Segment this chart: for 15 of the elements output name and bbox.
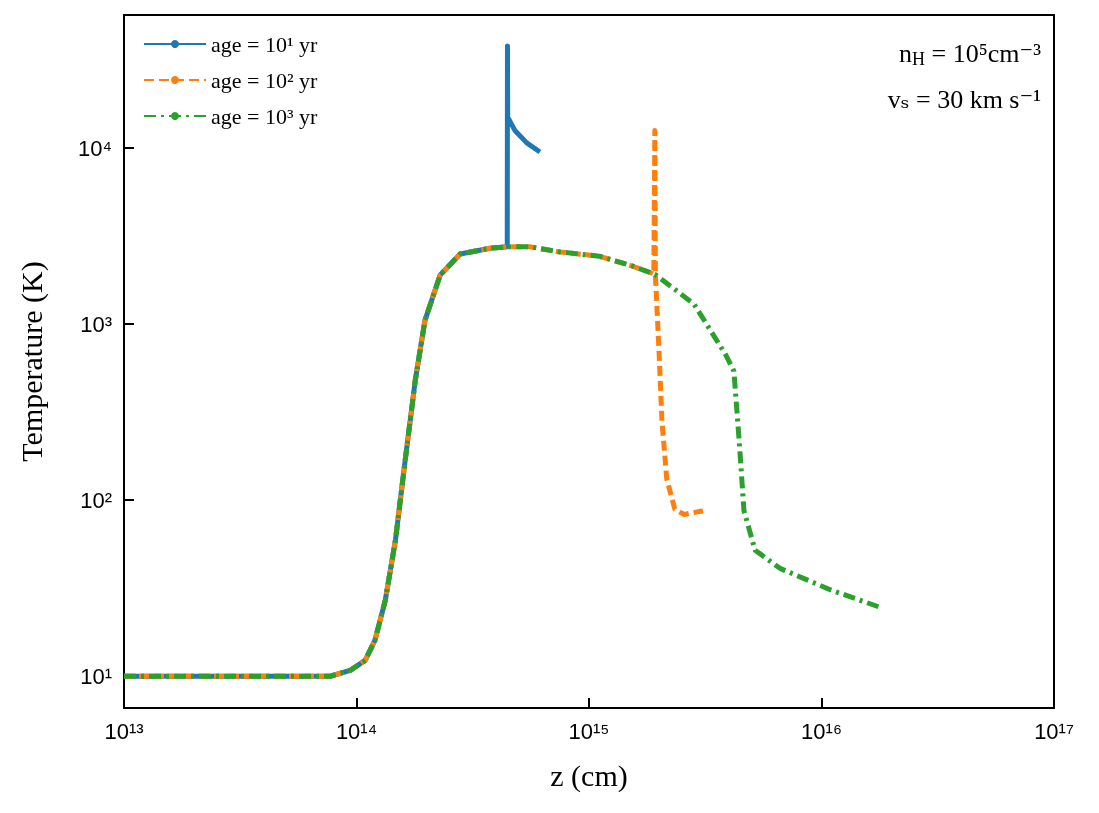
- y-tick-label: 10³: [80, 311, 112, 337]
- legend-label: age = 10² yr: [211, 67, 319, 93]
- y-tick-label: 10²: [80, 487, 112, 513]
- x-tick-label: 10¹⁶: [801, 718, 842, 744]
- annotation: vₛ = 30 km s⁻¹: [887, 84, 1042, 114]
- y-tick-label: 10¹: [80, 663, 112, 689]
- x-tick-label: 10¹³: [104, 718, 144, 744]
- x-tick-label: 10¹⁷: [1034, 718, 1074, 744]
- y-tick-label: 10⁴: [78, 135, 112, 161]
- y-axis-title: Temperature (K): [14, 261, 49, 462]
- legend-label: age = 10³ yr: [211, 103, 319, 129]
- x-axis-title: z (cm): [550, 758, 628, 793]
- x-tick-label: 10¹⁴: [335, 718, 378, 744]
- legend-label: age = 10¹ yr: [211, 31, 319, 57]
- x-tick-label: 10¹⁵: [568, 718, 610, 744]
